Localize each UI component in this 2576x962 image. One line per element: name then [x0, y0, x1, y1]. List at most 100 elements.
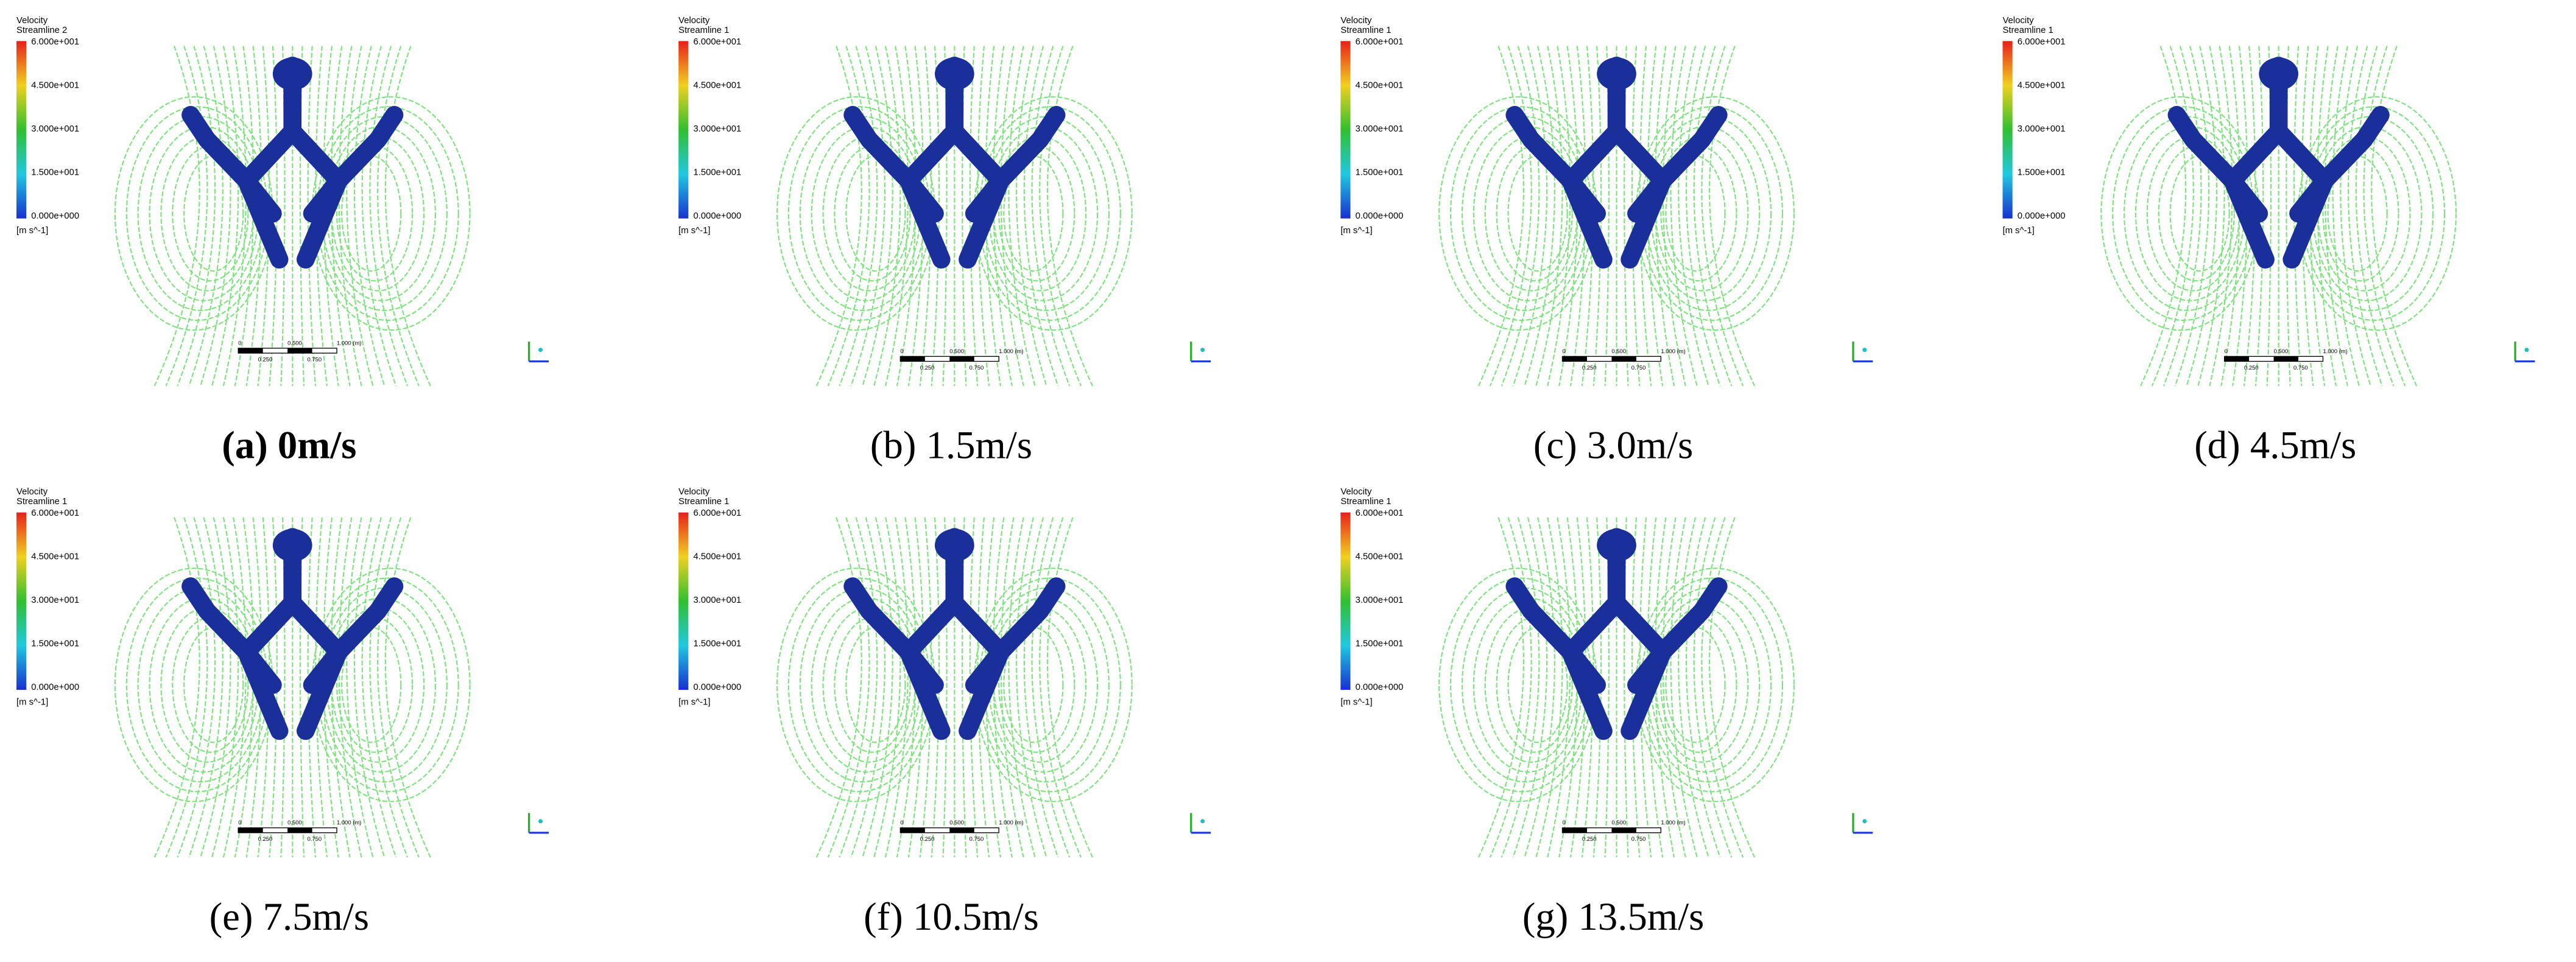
streamline — [1477, 517, 1524, 858]
streamline-loop — [2312, 125, 2423, 301]
streamlines — [776, 46, 1133, 387]
scale-bar-seg — [2273, 356, 2299, 362]
streamline — [1709, 46, 1756, 387]
scale-bar-seg — [1611, 356, 1636, 362]
streamline — [2371, 46, 2418, 387]
scale-label: 0.750 — [970, 365, 984, 371]
streamline — [177, 46, 216, 387]
streamline — [1655, 46, 1675, 387]
streamline — [1039, 46, 1082, 387]
streamline-loop — [326, 125, 437, 301]
streamline — [2363, 46, 2406, 387]
legend-tick: 4.500e+001 — [2018, 80, 2066, 90]
legend-tick: 3.000e+001 — [1356, 124, 1404, 134]
axis-z — [1862, 348, 1867, 353]
streamline — [1685, 517, 1721, 858]
body-part — [2167, 57, 2390, 269]
streamline — [369, 46, 409, 387]
scale-bar-seg — [949, 827, 974, 833]
streamline — [1501, 46, 1540, 387]
legend-tick: 1.500e+001 — [1356, 167, 1404, 177]
streamline — [2197, 46, 2225, 387]
streamline-loop — [1650, 125, 1761, 301]
scale-bar-seg — [1562, 827, 1587, 833]
streamline — [1477, 46, 1524, 387]
scale-label: 0.500 — [2274, 348, 2289, 355]
streamline-loop — [1635, 567, 1795, 802]
streamline — [1670, 517, 1698, 858]
caption: (d) 4.5m/s — [2194, 424, 2356, 468]
body-head — [272, 57, 312, 91]
legend-tick: 0.000e+000 — [1356, 683, 1404, 692]
streamline — [361, 46, 397, 387]
streamline — [377, 46, 420, 387]
body-head — [1597, 57, 1636, 91]
scale-label: 0 — [1563, 348, 1566, 355]
streamline-loop — [2303, 106, 2446, 321]
streamline — [2340, 46, 2371, 387]
streamline-loop — [811, 125, 921, 301]
scale-label: 0.250 — [1582, 365, 1597, 371]
scale-label: 0.500 — [1611, 820, 1626, 826]
scale-label: 0 — [900, 820, 903, 826]
scale-label: 1.000 (m) — [2323, 348, 2348, 355]
color-bar — [678, 41, 689, 219]
streamline — [1008, 46, 1036, 387]
legend-title: Velocity — [678, 487, 710, 497]
legend-unit: [m s^-1] — [16, 697, 48, 707]
streamline — [165, 517, 208, 858]
scale-label: 0.750 — [1631, 836, 1646, 843]
scale-label: 1.000 (m) — [1661, 820, 1685, 826]
scale-label: 0.250 — [920, 836, 935, 843]
streamline — [330, 46, 351, 387]
legend-tick: 4.500e+001 — [31, 80, 79, 90]
streamline — [330, 517, 351, 858]
scale-bar-seg — [949, 356, 974, 362]
legend-tick: 3.000e+001 — [2018, 124, 2066, 134]
streamline — [1662, 517, 1686, 858]
legend-tick: 1.500e+001 — [693, 167, 741, 177]
caption: (g) 13.5m/s — [1522, 895, 1704, 939]
legend-tick: 3.000e+001 — [693, 124, 741, 134]
axis-z — [2524, 348, 2529, 353]
streamline — [2151, 46, 2194, 387]
streamline — [1535, 46, 1563, 387]
scale-bar-seg — [238, 827, 263, 833]
scale-label: 0.500 — [287, 820, 302, 826]
legend-unit: [m s^-1] — [1340, 226, 1372, 236]
scale-bar-seg — [238, 348, 263, 353]
scale-label: 1.000 (m) — [1661, 348, 1685, 355]
streamline — [1016, 46, 1047, 387]
legend-title: Velocity — [2002, 16, 2034, 26]
streamline — [353, 517, 385, 858]
streamline — [211, 46, 239, 387]
axis-z — [1862, 819, 1867, 824]
legend-tick: 0.000e+000 — [2018, 211, 2066, 221]
streamline — [384, 517, 431, 858]
streamline — [153, 517, 200, 858]
scale-bar-seg — [1611, 827, 1636, 833]
streamline — [1046, 46, 1093, 387]
streamline-loop — [316, 577, 459, 793]
scale-label: 0 — [238, 820, 241, 826]
legend-tick: 4.500e+001 — [1356, 80, 1404, 90]
legend-tick: 0.000e+000 — [693, 211, 741, 221]
legend-subtitle: Streamline 1 — [2002, 26, 2053, 35]
streamline — [992, 46, 1013, 387]
streamline — [2220, 46, 2241, 387]
legend-tick: 6.000e+001 — [693, 508, 741, 518]
legend-subtitle: Streamline 1 — [16, 497, 67, 507]
streamline — [1023, 46, 1059, 387]
streamline — [234, 517, 255, 858]
streamline — [280, 46, 286, 386]
streamline — [2266, 46, 2272, 386]
color-bar — [1340, 41, 1351, 219]
body-head — [1597, 528, 1636, 562]
streamline — [338, 517, 362, 858]
scale-label: 1.000 (m) — [999, 820, 1023, 826]
streamline — [862, 46, 893, 387]
streamline — [1489, 517, 1532, 858]
scale-label: 0.500 — [949, 348, 964, 355]
